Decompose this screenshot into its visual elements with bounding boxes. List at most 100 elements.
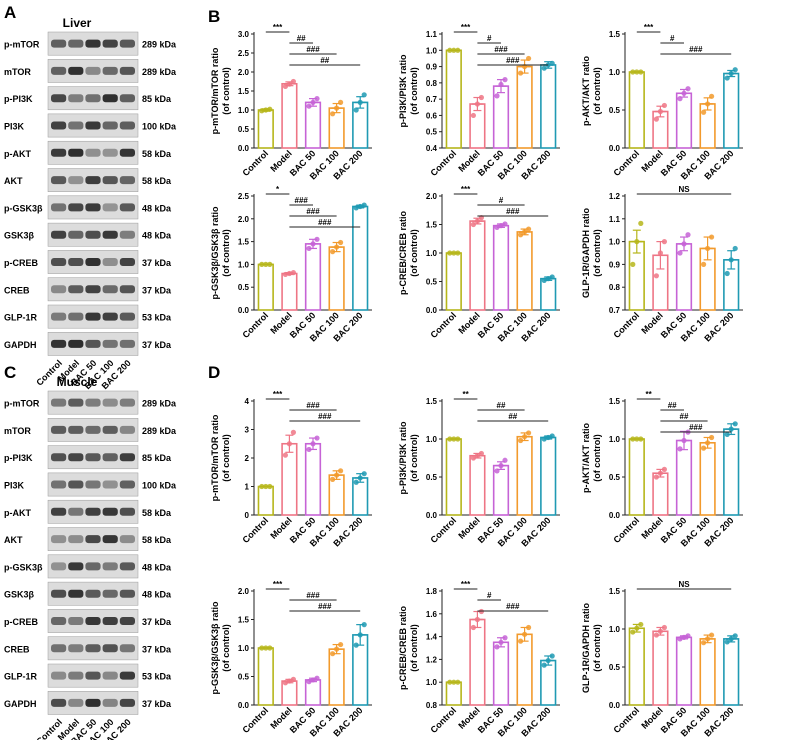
data-point (286, 678, 292, 684)
bar (652, 630, 669, 706)
blot-band (68, 230, 84, 239)
blot-protein-label: CREB (4, 644, 30, 654)
y-tick-label: 4 (245, 397, 250, 406)
data-point (334, 472, 340, 478)
data-point (638, 436, 644, 442)
data-point (361, 471, 367, 477)
y-tick-label: 1.4 (426, 633, 438, 642)
y-tick-label: 1.0 (426, 46, 438, 55)
data-point (634, 436, 640, 442)
data-point (338, 99, 344, 105)
blot-mw-label: 37 kDa (142, 699, 172, 709)
blot-band (85, 425, 101, 434)
blot-band (51, 425, 67, 434)
y-tick-label: 0.0 (609, 144, 621, 153)
y-tick-label: 1.0 (609, 68, 621, 77)
blot-row: AKT 58 kDa (4, 527, 172, 551)
data-point (494, 468, 500, 474)
bar (699, 638, 716, 706)
data-point (263, 107, 269, 113)
bar (675, 636, 693, 706)
data-point (357, 203, 363, 210)
bar (628, 627, 645, 706)
data-point (541, 662, 547, 668)
data-point (685, 86, 691, 92)
y-tick-label: 0.0 (426, 306, 438, 315)
data-point (447, 250, 453, 256)
data-point (685, 232, 691, 238)
blot-row: p-CREB 37 kDa (4, 609, 172, 633)
y-tick-label: 0.0 (238, 306, 250, 315)
blot-row: GSK3β 48 kDa (4, 581, 172, 606)
bar (328, 648, 345, 706)
data-point (290, 676, 296, 682)
blot-band (102, 66, 118, 75)
blot-band (119, 671, 135, 680)
blot-band (51, 285, 67, 294)
significance-label: ### (506, 602, 520, 611)
data-point (451, 250, 457, 256)
chart-d-5: 0.0 0.5 1.0 1.5 GLP-1R/GAPDH ratio (of contro… (581, 580, 743, 739)
data-point (661, 466, 668, 472)
blot-row: p-AKT 58 kDa (4, 499, 172, 524)
data-point (498, 223, 504, 229)
data-point (310, 241, 316, 247)
data-point (286, 441, 292, 447)
bar (540, 64, 557, 149)
y-tick-label: 0.0 (609, 511, 621, 520)
blot-mw-label: 289 kDa (142, 67, 177, 77)
significance-label: *** (273, 23, 283, 32)
blot-protein-label: p-PI3K (4, 94, 33, 104)
y-axis-label: p-CREB/CREB ratio (398, 606, 408, 691)
significance-label: NS (678, 185, 690, 194)
data-point (306, 679, 312, 685)
data-point (681, 241, 687, 247)
bar (469, 220, 486, 311)
blot-band (119, 94, 135, 103)
blot-band (51, 94, 67, 103)
data-point (518, 70, 524, 76)
blot-band (68, 589, 84, 598)
blot-band (85, 507, 101, 516)
data-point (494, 644, 500, 650)
data-point (310, 677, 316, 683)
data-point (549, 653, 555, 659)
blot-band (85, 339, 101, 348)
y-tick-label: 2.5 (238, 49, 250, 58)
blot-row: p-mTOR 289 kDa (4, 390, 177, 415)
significance-label: *** (461, 580, 471, 589)
y-axis-sublabel: (of control) (592, 624, 602, 672)
data-point (502, 457, 508, 463)
bar (257, 263, 274, 311)
y-tick-label: 2.0 (238, 587, 250, 596)
bar (516, 633, 533, 706)
data-point (518, 437, 524, 444)
y-tick-label: 1.5 (238, 87, 250, 96)
blot-band (51, 671, 67, 680)
bar (675, 439, 693, 516)
bar (492, 641, 510, 706)
blot-band (119, 589, 135, 598)
data-point (709, 632, 715, 638)
blot-mw-label: 58 kDa (142, 149, 172, 159)
blot-protein-label: p-AKT (4, 508, 31, 518)
blot-band (51, 339, 67, 348)
y-axis-sublabel: (of control) (409, 67, 419, 115)
data-point (724, 270, 730, 277)
blot-band (68, 258, 84, 266)
data-point (338, 239, 344, 246)
data-point (661, 624, 668, 631)
significance-label: ### (506, 56, 520, 65)
data-point (502, 635, 508, 641)
data-point (267, 645, 273, 651)
blot-protein-label: p-mTOR (4, 399, 40, 409)
data-point (259, 645, 265, 651)
blot-band (68, 507, 84, 516)
data-point (306, 245, 312, 252)
y-axis-sublabel: (of control) (409, 229, 419, 277)
blot-band (68, 203, 84, 212)
y-axis-label: GLP-1R/GAPDH ratio (581, 207, 591, 298)
y-tick-label: 0.5 (426, 473, 438, 482)
y-tick-label: 1.0 (426, 435, 438, 444)
